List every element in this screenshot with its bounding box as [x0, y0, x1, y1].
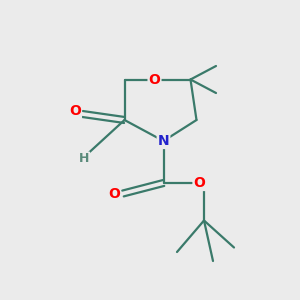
Text: O: O: [108, 187, 120, 200]
Text: O: O: [69, 104, 81, 118]
Text: N: N: [158, 134, 169, 148]
Text: H: H: [79, 152, 89, 166]
Text: O: O: [194, 176, 206, 190]
Text: O: O: [148, 73, 160, 86]
